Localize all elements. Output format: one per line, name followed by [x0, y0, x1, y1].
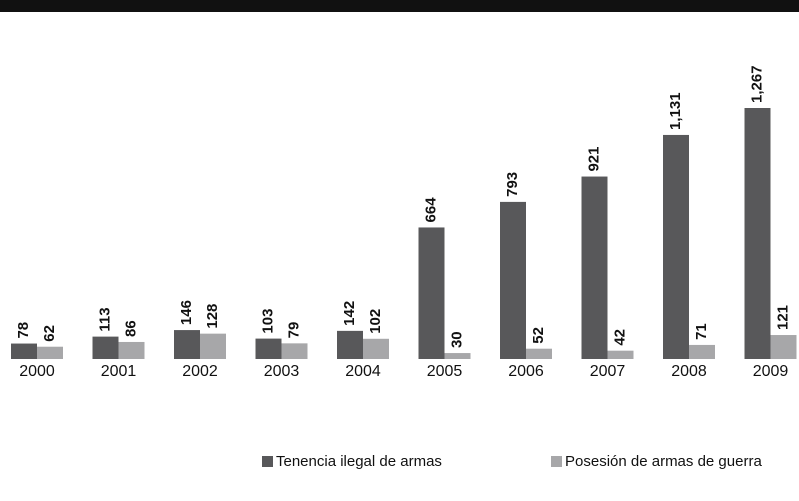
value-label: 30 — [448, 331, 465, 348]
value-label: 128 — [204, 304, 221, 329]
bar — [607, 350, 634, 359]
value-label: 921 — [585, 147, 602, 172]
value-label: 1,131 — [667, 92, 684, 130]
bar — [337, 330, 363, 359]
x-tick-label: 2002 — [182, 363, 218, 380]
value-label: 78 — [15, 322, 32, 339]
x-tick-label: 2009 — [753, 363, 789, 380]
x-tick-label: 2003 — [264, 363, 300, 380]
bar — [255, 338, 282, 359]
value-label: 71 — [693, 323, 710, 340]
legend-swatch — [262, 456, 273, 467]
value-label: 142 — [341, 301, 358, 326]
bar — [92, 336, 119, 359]
bar — [200, 333, 226, 359]
value-label: 42 — [611, 329, 628, 346]
x-tick-label: 2004 — [345, 363, 381, 380]
legend-label: Posesión de armas de guerra — [565, 453, 762, 470]
bar — [581, 176, 608, 359]
x-tick-label: 2001 — [101, 363, 137, 380]
value-label: 79 — [285, 322, 302, 339]
value-label: 62 — [41, 325, 58, 342]
x-tick-label: 2000 — [19, 363, 55, 380]
top-rule — [0, 0, 799, 12]
value-label: 793 — [504, 172, 521, 197]
value-label: 102 — [367, 309, 384, 334]
x-tick-label: 2006 — [508, 363, 544, 380]
x-tick-label: 2005 — [427, 363, 463, 380]
x-tick-label: 2008 — [671, 363, 707, 380]
bar — [11, 343, 37, 359]
bar — [37, 346, 63, 359]
value-label: 86 — [122, 320, 139, 337]
value-label: 52 — [530, 327, 547, 344]
bar — [363, 338, 389, 359]
bar — [118, 341, 145, 359]
bar — [444, 353, 471, 359]
bar — [174, 330, 200, 359]
value-label: 103 — [259, 309, 276, 334]
value-label: 113 — [96, 307, 113, 331]
value-label: 121 — [774, 305, 791, 330]
legend-label: Tenencia ilegal de armas — [276, 453, 442, 470]
value-label: 1,267 — [748, 65, 765, 103]
bar — [770, 335, 797, 359]
bar — [744, 108, 771, 359]
x-tick-label: 2007 — [590, 363, 626, 380]
value-label: 664 — [422, 197, 439, 223]
bar — [526, 348, 552, 359]
bar — [418, 227, 445, 359]
value-label: 146 — [178, 300, 195, 325]
bar — [281, 343, 308, 359]
bar — [500, 201, 526, 359]
legend-swatch — [551, 456, 562, 467]
bar — [689, 344, 715, 359]
bar — [663, 134, 689, 359]
